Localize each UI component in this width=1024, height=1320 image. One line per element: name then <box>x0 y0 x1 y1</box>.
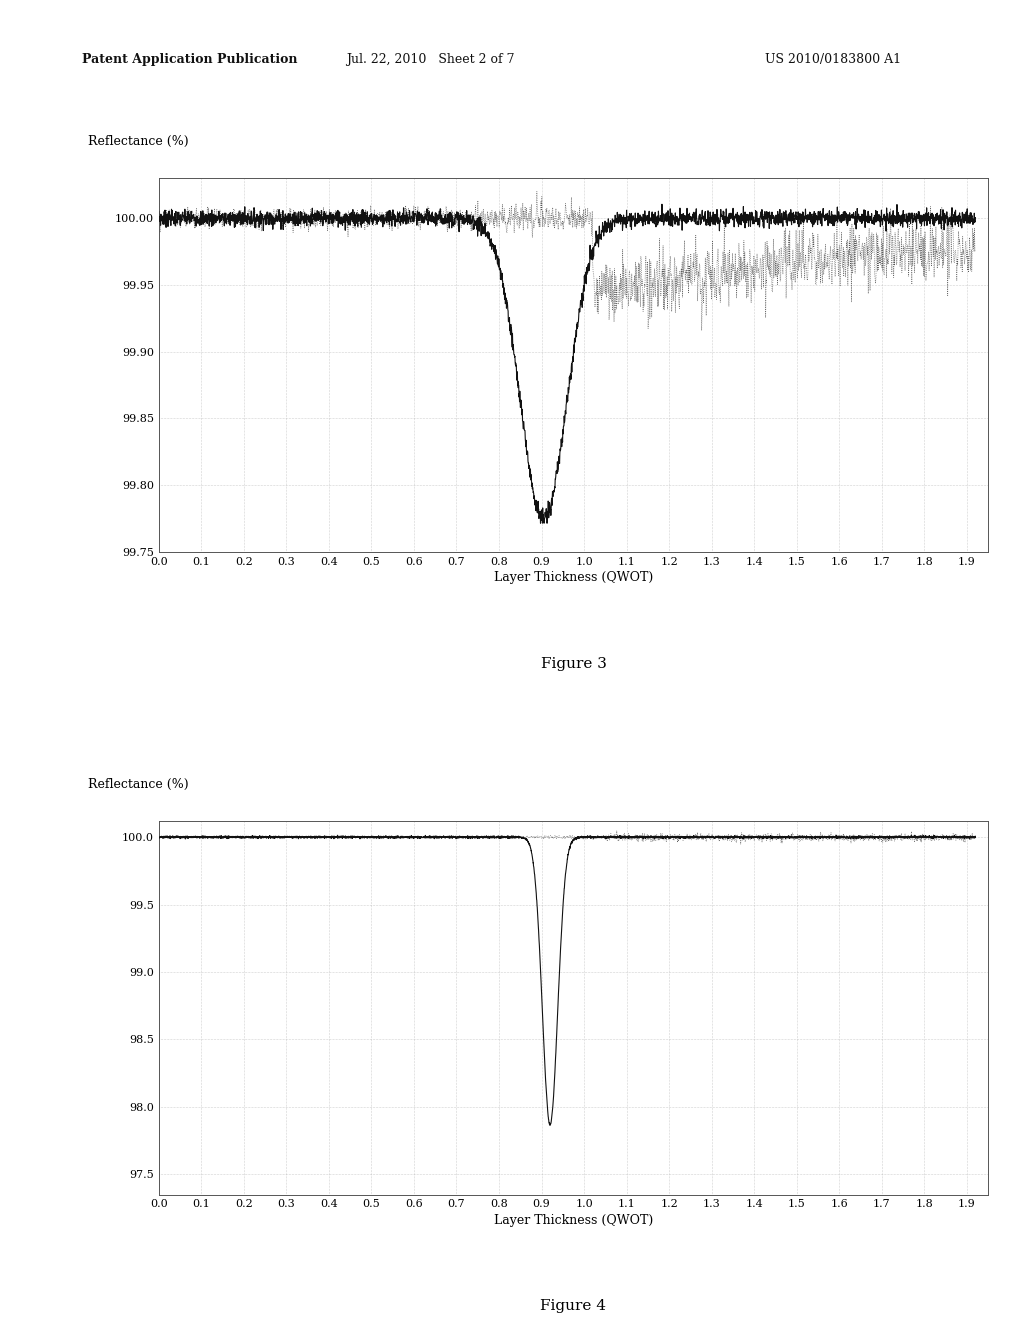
X-axis label: Layer Thickness (QWOT): Layer Thickness (QWOT) <box>494 1213 653 1226</box>
Text: Figure 4: Figure 4 <box>541 1299 606 1313</box>
X-axis label: Layer Thickness (QWOT): Layer Thickness (QWOT) <box>494 572 653 583</box>
Text: Patent Application Publication: Patent Application Publication <box>82 53 297 66</box>
Text: US 2010/0183800 A1: US 2010/0183800 A1 <box>765 53 901 66</box>
Text: Jul. 22, 2010   Sheet 2 of 7: Jul. 22, 2010 Sheet 2 of 7 <box>346 53 514 66</box>
Text: Reflectance (%): Reflectance (%) <box>88 136 188 148</box>
Text: Reflectance (%): Reflectance (%) <box>88 777 188 791</box>
Text: Figure 3: Figure 3 <box>541 656 606 671</box>
